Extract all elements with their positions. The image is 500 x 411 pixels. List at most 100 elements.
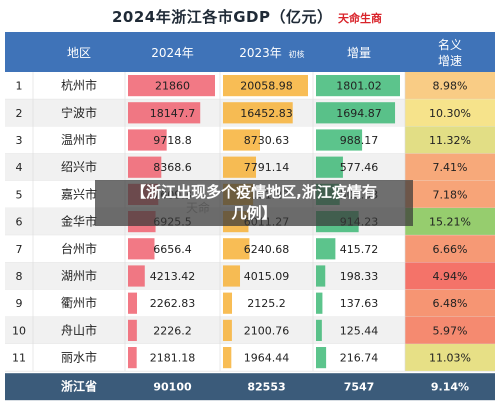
bar-2024 [128, 75, 215, 97]
value-label-2023: 7791.14 [244, 161, 290, 174]
header-cell-growth-line2: 增速 [438, 54, 462, 68]
bar-increase [316, 156, 343, 178]
value-label-2023: 2100.76 [244, 324, 290, 337]
table-header-bg [5, 32, 495, 72]
bar-increase [316, 265, 326, 287]
growth-label: 11.32% [429, 134, 471, 147]
overlay-line-1: 【浙江出现多个疫情地区,浙江疫情有 [131, 183, 377, 201]
bar-2023 [223, 156, 257, 178]
value-label-increase: 1801.02 [336, 80, 382, 93]
bar-2024 [128, 129, 167, 151]
growth-heat-cell [405, 235, 495, 263]
value-label-2024: 2226.2 [153, 324, 192, 337]
growth-heat-cell [405, 180, 495, 208]
value-label-2024: 4213.42 [150, 270, 196, 283]
city-label: 台州市 [61, 241, 97, 256]
city-label: 丽水市 [61, 350, 97, 365]
total-2023: 82553 [247, 381, 285, 394]
city-label: 绍兴市 [61, 159, 97, 174]
growth-heat-cell [405, 262, 495, 290]
city-label: 嘉兴市 [61, 186, 97, 201]
value-label-increase: 1694.87 [336, 107, 382, 120]
value-label-2023: 8730.63 [244, 134, 290, 147]
value-label-2024: 9718.8 [153, 134, 192, 147]
growth-label: 7.41% [433, 161, 468, 174]
bar-increase [316, 102, 396, 124]
value-label-2023: 4015.09 [244, 270, 290, 283]
bar-2023 [223, 292, 233, 314]
growth-label: 10.30% [429, 107, 471, 120]
value-label-2024: 18147.7 [150, 107, 196, 120]
header-cell-2023-note: 初核 [289, 49, 305, 59]
rank-label: 4 [16, 161, 23, 174]
rank-label: 2 [16, 107, 23, 120]
header-cell-1: 地区 [67, 46, 91, 60]
header-cell-4: 增量 [347, 46, 371, 60]
value-label-increase: 988.17 [340, 134, 379, 147]
value-label-2023: 16452.83 [240, 107, 293, 120]
table-footer-bg [5, 373, 495, 401]
city-label: 衢州市 [61, 295, 97, 310]
rank-label: 3 [16, 134, 23, 147]
growth-label: 15.21% [429, 216, 471, 229]
rank-label: 11 [12, 352, 26, 365]
bar-2023 [223, 347, 232, 369]
bar-2024 [128, 265, 145, 287]
rank-label: 8 [16, 270, 23, 283]
value-label-2023: 2125.2 [247, 297, 286, 310]
value-label-2024: 21860 [155, 80, 190, 93]
value-label-2024: 2262.83 [150, 297, 196, 310]
rank-label: 1 [16, 80, 23, 93]
growth-heat-cell [405, 126, 495, 154]
city-label: 湖州市 [61, 268, 97, 283]
value-label-increase: 577.46 [340, 161, 379, 174]
bar-2024 [128, 292, 138, 314]
header-cell-2023: 2023年 [239, 46, 282, 60]
source-label: 天命生商 [338, 12, 382, 25]
city-label: 金华市 [61, 214, 97, 229]
value-label-increase: 137.63 [340, 297, 379, 310]
news-overlay-banner[interactable]: 【浙江出现多个疫情地区,浙江疫情有 几例】 [95, 180, 413, 226]
value-label-2023: 6240.68 [244, 243, 290, 256]
bar-increase [316, 238, 336, 260]
growth-heat-cell [405, 153, 495, 181]
growth-heat-cell [405, 72, 495, 100]
bar-2024 [128, 319, 137, 341]
rank-label: 9 [16, 297, 23, 310]
value-label-2024: 2181.18 [150, 352, 196, 365]
value-label-increase: 198.33 [340, 270, 379, 283]
bar-2023 [223, 319, 232, 341]
growth-label: 6.48% [433, 297, 468, 310]
header-cell-2: 2024年 [151, 46, 194, 60]
chart-title: 2024年浙江各市GDP（亿元） [112, 8, 333, 26]
total-increase: 7547 [344, 381, 375, 394]
rank-label: 10 [12, 324, 26, 337]
bar-2023 [223, 129, 260, 151]
growth-label: 4.94% [433, 270, 468, 283]
bar-increase [316, 75, 400, 97]
bar-increase [316, 319, 322, 341]
value-label-2023: 1964.44 [244, 352, 290, 365]
value-label-increase: 216.74 [340, 352, 379, 365]
value-label-increase: 415.72 [340, 243, 379, 256]
growth-heat-cell [405, 289, 495, 317]
header-cell-growth-line1: 名义 [438, 37, 462, 52]
bar-2024 [128, 238, 155, 260]
growth-heat-cell [405, 208, 495, 236]
growth-label: 8.98% [433, 80, 468, 93]
growth-label: 5.97% [433, 324, 468, 337]
bar-2023 [223, 265, 241, 287]
city-label: 杭州市 [61, 78, 97, 93]
value-label-2024: 6656.4 [153, 243, 192, 256]
city-label: 温州市 [61, 132, 97, 147]
value-label-2023: 20058.98 [240, 80, 293, 93]
bar-increase [316, 292, 323, 314]
overlay-line-2: 几例】 [231, 204, 277, 222]
growth-heat-cell [405, 316, 495, 344]
growth-label: 6.66% [433, 243, 468, 256]
growth-label: 7.18% [433, 188, 468, 201]
bar-2024 [128, 347, 137, 369]
value-label-increase: 125.44 [340, 324, 379, 337]
bar-2023 [223, 102, 293, 124]
